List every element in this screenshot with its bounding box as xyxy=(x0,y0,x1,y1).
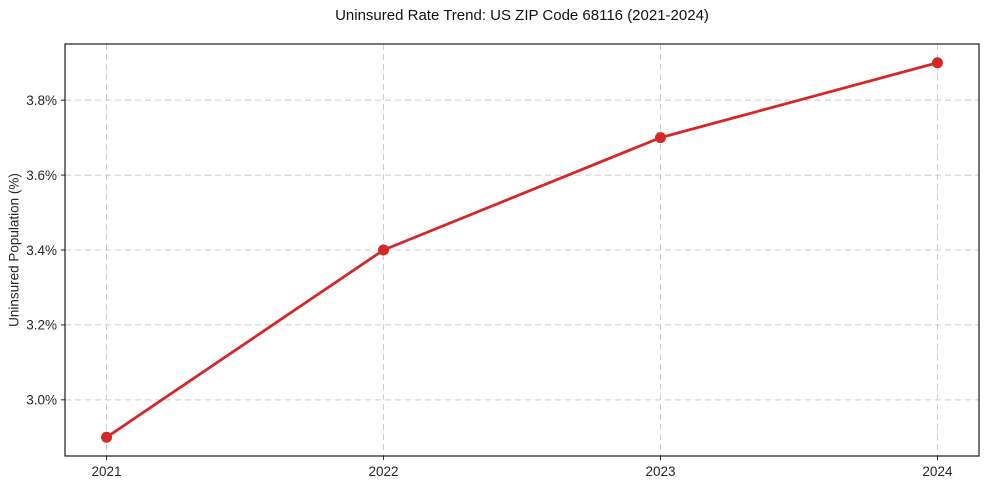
x-tick-label: 2021 xyxy=(92,464,122,479)
y-tick-label: 3.8% xyxy=(26,93,57,108)
data-point-marker xyxy=(101,431,113,443)
y-tick-label: 3.0% xyxy=(26,393,57,408)
trend-line xyxy=(105,61,939,439)
y-axis-label: Uninsured Population (%) xyxy=(6,173,22,327)
data-point-marker xyxy=(931,57,943,69)
data-point-marker xyxy=(654,132,666,144)
y-tick-label: 3.2% xyxy=(26,318,57,333)
y-tick-label: 3.4% xyxy=(26,243,57,258)
x-tick-label: 2022 xyxy=(368,464,398,479)
x-tick-label: 2023 xyxy=(645,464,675,479)
chart-title: Uninsured Rate Trend: US ZIP Code 68116 … xyxy=(335,7,709,24)
x-tick-label: 2024 xyxy=(922,464,953,479)
y-tick-label: 3.6% xyxy=(26,168,57,183)
plot-border xyxy=(64,43,980,457)
data-point-marker xyxy=(378,244,390,256)
